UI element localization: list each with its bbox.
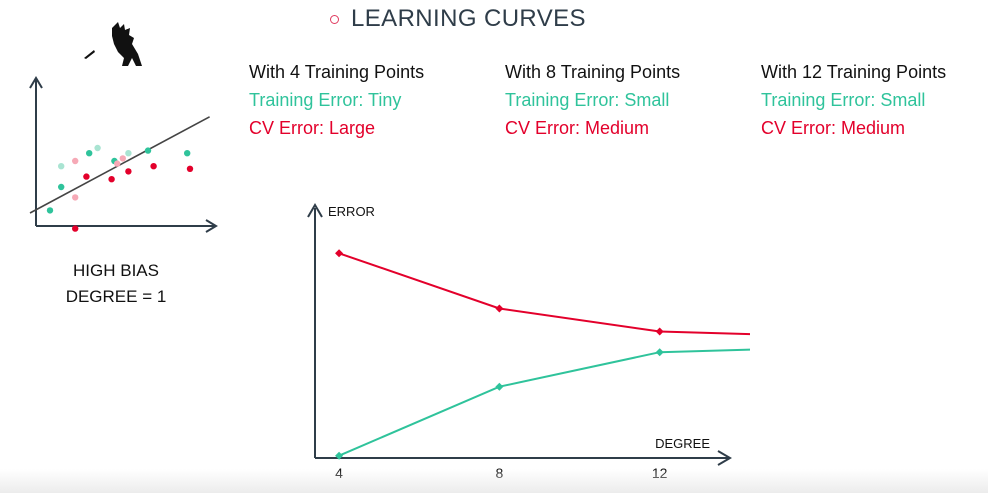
degree-label-line: DEGREE = 1 [65,287,167,306]
bullet-icon [330,15,339,24]
column-8-points: With 8 Training Points Training Error: S… [505,58,680,142]
data-point [58,163,65,170]
data-point [186,165,194,172]
training-error-text: Training Error: Small [505,90,670,110]
column-heading: With 8 Training Points [505,62,681,82]
bias-label-line: HIGH BIAS [73,261,159,280]
training-error-text: Training Error: Tiny [249,90,402,110]
data-point [114,160,121,167]
data-point [144,147,152,154]
data-point [72,225,79,232]
cv-error-text: CV Error: Large [249,118,376,138]
data-point-marker [495,382,504,391]
data-point [46,207,54,214]
x-axis-arrow-icon [205,219,218,233]
data-point [119,155,127,162]
cv-error-text: CV Error: Medium [761,118,906,138]
data-point-marker [495,304,504,313]
mascot-icon [84,22,142,66]
y-axis-arrow-icon [307,203,323,218]
training-error-line [338,348,750,457]
x-axis-arrow-icon [717,450,732,466]
page-title: LEARNING CURVES [351,5,586,32]
column-4-points: With 4 Training Points Training Error: T… [249,58,424,142]
x-axis-label: DEGREE [655,436,710,451]
data-point [125,168,132,175]
scatter-plot [29,76,218,233]
title-bar: LEARNING CURVES [330,2,586,36]
data-point [72,194,79,201]
learning-curve-chart: ERRORDEGREE4812 [307,203,750,481]
data-point [108,176,115,183]
data-point-marker [335,249,344,258]
training-error-text: Training Error: Small [761,90,926,110]
y-axis-label: ERROR [328,204,375,219]
data-point [184,150,191,157]
data-point [94,144,101,152]
data-point-marker [335,451,344,460]
data-point [83,173,90,180]
data-point [72,157,79,165]
bottom-strip [0,469,988,493]
column-12-points: With 12 Training Points Training Error: … [761,58,946,142]
data-point-marker [655,327,664,336]
data-point [150,163,157,170]
y-axis-arrow-icon [29,76,43,89]
bias-label: HIGH BIAS DEGREE = 1 [36,258,196,310]
cv-error-text: CV Error: Medium [505,118,650,138]
data-point [58,183,65,191]
data-point [86,150,93,157]
cv-error-line [338,252,750,336]
column-heading: With 4 Training Points [249,62,425,82]
data-point [125,150,132,157]
column-heading: With 12 Training Points [761,62,947,82]
data-point-marker [655,348,664,357]
